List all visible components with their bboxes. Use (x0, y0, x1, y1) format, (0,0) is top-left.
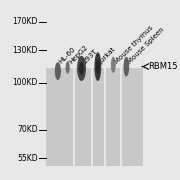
Text: Mouse thymus: Mouse thymus (113, 24, 154, 65)
FancyBboxPatch shape (46, 68, 143, 166)
Text: HL-60: HL-60 (58, 46, 77, 65)
Ellipse shape (79, 62, 84, 75)
Text: 170KD: 170KD (12, 17, 37, 26)
Text: 70KD: 70KD (17, 125, 37, 134)
Text: Jurkat: Jurkat (98, 46, 116, 65)
Ellipse shape (111, 57, 116, 73)
Text: 100KD: 100KD (12, 78, 37, 87)
Text: 55KD: 55KD (17, 154, 37, 163)
Text: 130KD: 130KD (12, 46, 37, 55)
FancyBboxPatch shape (120, 68, 122, 166)
Ellipse shape (66, 61, 70, 74)
Ellipse shape (96, 59, 100, 74)
Ellipse shape (94, 52, 101, 81)
Ellipse shape (77, 56, 86, 81)
Text: RBM15: RBM15 (148, 62, 178, 71)
FancyBboxPatch shape (73, 68, 75, 166)
Text: Mouse Spleen: Mouse Spleen (126, 26, 165, 65)
FancyBboxPatch shape (91, 68, 93, 166)
FancyBboxPatch shape (104, 68, 106, 166)
Text: HepG2: HepG2 (68, 44, 89, 65)
Text: 293T: 293T (82, 48, 98, 65)
Ellipse shape (55, 62, 61, 80)
Ellipse shape (123, 57, 129, 76)
